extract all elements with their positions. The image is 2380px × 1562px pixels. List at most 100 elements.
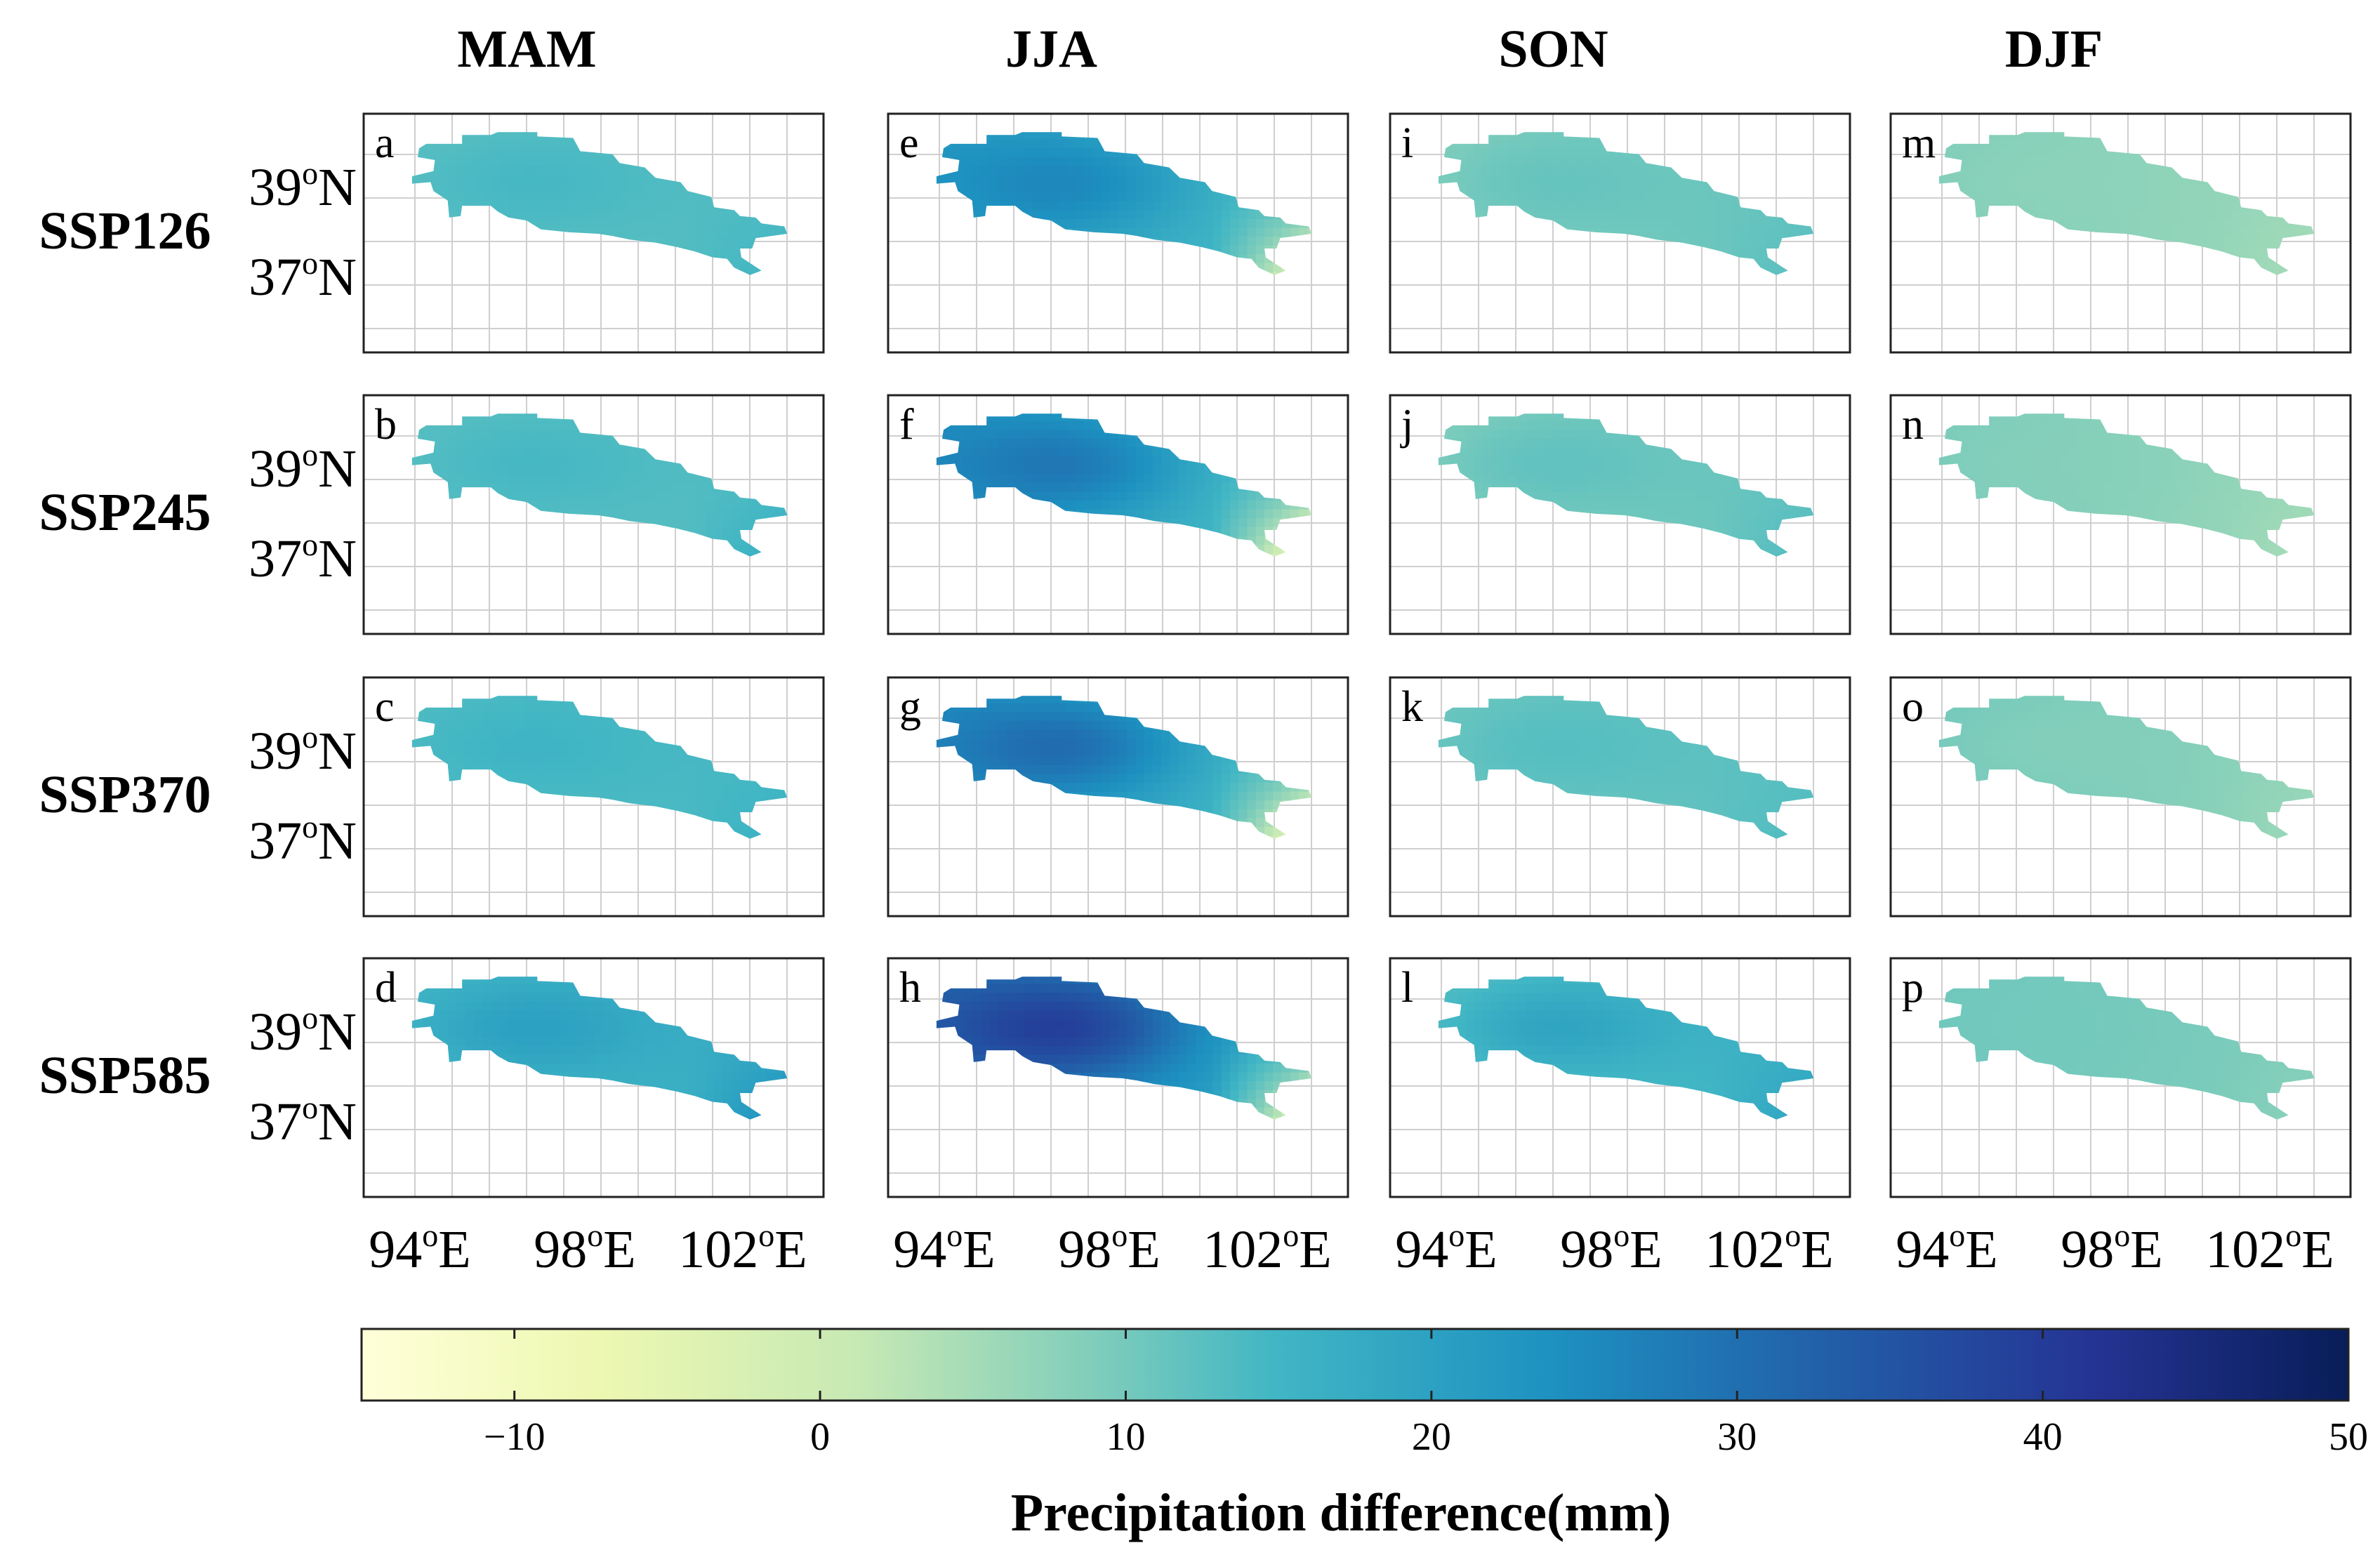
field-cell <box>1551 148 1561 158</box>
field-cell <box>645 482 655 493</box>
field-cell <box>1542 157 1552 167</box>
field-cell <box>1127 447 1136 457</box>
field-cell <box>456 183 465 193</box>
field-cell <box>491 447 500 457</box>
field-cell <box>981 157 990 167</box>
field-cell <box>1058 474 1068 484</box>
field-cell <box>1024 192 1033 202</box>
field-cell <box>1006 192 1016 202</box>
panel-letter: i <box>1401 119 1413 167</box>
field-cell <box>1491 132 1501 140</box>
field-cell <box>1127 491 1136 501</box>
field-cell <box>1629 447 1638 457</box>
field-cell <box>1714 210 1724 220</box>
field-cell <box>1542 139 1552 149</box>
field-cell <box>2207 219 2216 229</box>
field-cell <box>524 148 534 158</box>
map-panel: j <box>1389 394 1851 635</box>
field-cell <box>534 157 543 167</box>
field-cell <box>628 509 637 519</box>
field-cell <box>1534 421 1544 430</box>
field-cell <box>534 175 543 185</box>
field-cell <box>1281 509 1291 519</box>
field-cell <box>1526 139 1535 149</box>
field-cell <box>628 219 637 229</box>
field-cell <box>1092 456 1102 466</box>
field-cell <box>637 210 646 220</box>
field-cell <box>2189 227 2199 237</box>
field-cell <box>602 192 611 202</box>
field-cell <box>499 201 509 211</box>
field-cell <box>1749 219 1759 229</box>
field-cell <box>2061 210 2070 220</box>
field-cell <box>585 501 595 510</box>
field-cell <box>499 166 509 176</box>
field-cell <box>1032 210 1042 220</box>
field-cell <box>611 219 621 229</box>
field-cell <box>637 175 646 185</box>
field-cell <box>534 219 543 229</box>
field-cell <box>2061 219 2070 229</box>
field-cell <box>465 474 475 484</box>
field-cell <box>1611 219 1621 229</box>
field-cell <box>2095 139 2105 149</box>
field-cell <box>1066 491 1076 501</box>
field-cell <box>1032 132 1042 140</box>
field-cell <box>2164 210 2173 220</box>
field-cell <box>550 447 560 457</box>
field-cell <box>1152 491 1162 501</box>
field-cell <box>1127 175 1136 185</box>
field-cell <box>1006 438 1016 449</box>
field-cell <box>550 430 560 439</box>
field-cell <box>542 157 552 167</box>
field-cell <box>534 482 543 493</box>
field-cell <box>628 210 637 220</box>
field-cell <box>1723 237 1733 246</box>
field-cell <box>1170 219 1179 229</box>
field-cell <box>972 148 981 158</box>
field-cell <box>696 210 706 220</box>
field-cell <box>473 413 483 422</box>
field-cell <box>1032 438 1042 449</box>
field-cell <box>981 175 990 185</box>
field-cell <box>1247 210 1257 220</box>
field-cell <box>2086 183 2096 193</box>
field-cell <box>439 183 449 193</box>
field-cell <box>1049 192 1059 202</box>
field-cell <box>688 192 698 202</box>
field-cell <box>593 192 603 202</box>
field-cell <box>2155 227 2164 237</box>
field-cell <box>1040 447 1050 457</box>
field-cell <box>1083 430 1093 439</box>
field-cell <box>2018 175 2027 185</box>
field-cell <box>2026 166 2036 176</box>
field-cell <box>2035 175 2044 185</box>
field-cell <box>439 456 449 466</box>
field-cell <box>1594 166 1604 176</box>
field-cell <box>1083 183 1093 193</box>
field-cell <box>447 183 457 193</box>
field-cell <box>1526 438 1535 449</box>
field-cell <box>1083 157 1093 167</box>
field-cell <box>1221 201 1231 211</box>
field-cell <box>1221 210 1231 220</box>
field-cell <box>1152 210 1162 220</box>
field-cell <box>628 201 637 211</box>
field-cell <box>1101 474 1111 484</box>
field-cell <box>1594 139 1604 149</box>
season-title: JJA <box>1005 20 1097 79</box>
field-cell <box>1483 456 1492 466</box>
field-cell <box>1196 474 1205 484</box>
field-cell <box>576 465 586 475</box>
field-cell <box>628 456 637 466</box>
field-cell <box>524 157 534 167</box>
field-cell <box>524 482 534 493</box>
field-cell <box>1526 421 1535 430</box>
field-cell <box>542 175 552 185</box>
field-cell <box>1092 430 1102 439</box>
field-cell <box>1161 474 1170 484</box>
field-cell <box>1526 132 1535 140</box>
field-cell <box>1127 166 1136 176</box>
field-cell <box>1127 157 1136 167</box>
field-cell <box>1015 166 1024 176</box>
